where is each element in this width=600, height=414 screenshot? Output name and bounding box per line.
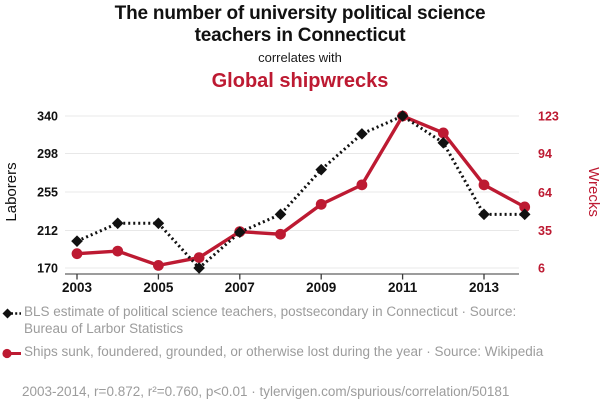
x-tick-label: 2007 [225,280,255,295]
circle-marker-icon [2,348,12,359]
data-point-diamond [111,217,124,230]
data-point-diamond [71,235,83,247]
right-axis-tick-label: 123 [538,110,559,124]
correlate-title: Global shipwrecks [211,70,389,92]
data-point-diamond [274,208,287,221]
legend-label-teachers: BLS estimate of political science teache… [24,304,517,336]
data-point-circle [519,201,531,213]
legend-label-wrecks: Ships sunk, foundered, grounded, or othe… [24,344,544,359]
right-axis-tick-label: 35 [538,224,552,238]
data-point-diamond [356,128,368,140]
correlates-with-label: correlates with [258,50,342,65]
footer-stats-and-url: 2003-2014, r=0.872, r²=0.760, p<0.01 · t… [22,384,510,399]
legend: BLS estimate of political science teache… [2,303,598,337]
x-tick-label: 2013 [469,280,500,295]
data-point-diamond [478,208,490,221]
data-point-circle [437,127,449,139]
legend-2: Ships sunk, foundered, grounded, or othe… [2,343,598,360]
left-axis-tick-label: 212 [37,224,58,238]
x-tick-label: 2003 [62,280,93,295]
x-tick-label: 2011 [388,280,418,295]
data-point-circle [112,245,124,257]
legend-item-teachers: BLS estimate of political science teache… [2,303,598,337]
right-axis-title: Wrecks [585,167,600,217]
right-axis-tick-label: 6 [538,262,545,276]
right-axis-tick-label: 94 [538,147,552,161]
left-axis-tick-label: 298 [37,147,58,161]
teachers-series-marker-icon [2,308,21,319]
data-point-circle [356,179,368,191]
data-point-circle [315,198,327,210]
data-point-circle [478,179,490,191]
left-axis-title: Laborers [3,162,20,221]
chart-area: 2003 2005 2007 2009 2011 2013 170 212 255 298 340 6… [0,100,600,300]
wrecks-series-marker-icon [2,348,21,359]
data-point-circle [71,248,83,260]
data-point-circle [193,252,205,264]
x-tick-label: 2009 [306,280,336,295]
x-tick-label: 2005 [143,280,174,295]
page-title: The number of university political scien… [114,3,486,46]
left-axis-tick-label: 170 [37,262,58,276]
right-axis-tick-label: 64 [538,186,552,200]
legend-item-wrecks: Ships sunk, foundered, grounded, or othe… [2,343,598,360]
chart-svg: 2003 2005 2007 2009 2011 2013 170 212 255 298 340 6… [3,110,600,296]
series-line-teachers [76,114,525,271]
series-line-wrecks [76,113,526,268]
left-axis-tick-label: 340 [37,110,58,124]
data-point-circle [153,260,164,271]
data-point-diamond [234,226,246,239]
data-point-circle [275,228,286,240]
left-axis-tick-label: 255 [37,186,58,200]
data-point-diamond [437,137,450,149]
diamond-marker-icon [2,308,13,319]
